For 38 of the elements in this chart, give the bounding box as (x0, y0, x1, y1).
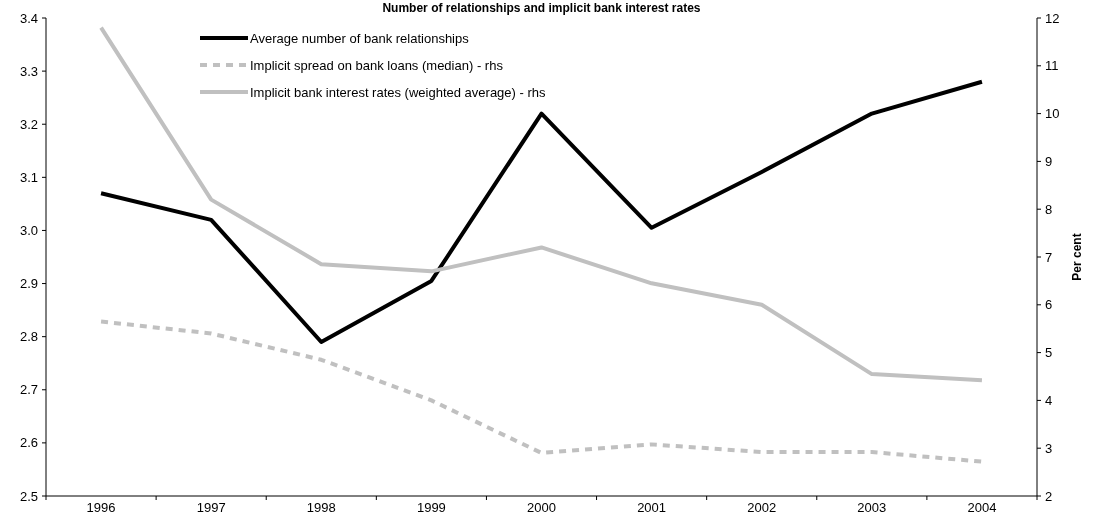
x-tick-label: 2001 (637, 499, 667, 515)
x-tick-label: 1999 (416, 499, 446, 515)
y2-tick-label: 7 (1045, 249, 1053, 265)
y2-tick-label: 5 (1045, 345, 1053, 361)
y2-tick-label: 11 (1045, 58, 1059, 74)
y-tick-label: 2.8 (19, 329, 38, 345)
y-tick-label: 3.4 (19, 10, 38, 26)
y-tick-label: 3.0 (19, 222, 38, 238)
y2-axis-title: Per cent (1070, 233, 1084, 281)
x-tick-label: 2003 (857, 499, 887, 515)
y-tick-label: 3.1 (19, 169, 38, 185)
chart-title: Number of relationships and implicit bank interest rates (382, 1, 701, 15)
y-tick-label: 2.6 (19, 435, 38, 451)
y-tick-label: 3.3 (19, 63, 38, 79)
x-tick-label: 2002 (747, 499, 777, 515)
y-tick-label: 3.2 (19, 116, 38, 132)
legend-label: Implicit spread on bank loans (median) - rhs (250, 57, 504, 73)
y-tick-label: 2.5 (19, 488, 38, 504)
x-tick-label: 2000 (527, 499, 556, 515)
y-tick-label: 2.7 (19, 382, 38, 398)
y2-tick-label: 6 (1045, 297, 1053, 313)
legend-label: Implicit bank interest rates (weighted average) - rhs (250, 84, 547, 100)
line-series (99, 79, 984, 344)
y2-tick-label: 8 (1045, 201, 1053, 217)
y-tick-label: 2.9 (19, 276, 38, 292)
x-tick-label: 1997 (196, 499, 226, 515)
x-tick-label: 1998 (306, 499, 336, 515)
x-tick-label: 2004 (967, 499, 997, 515)
y2-tick-label: 9 (1045, 153, 1053, 169)
line-series (99, 319, 984, 464)
y2-tick-label: 2 (1045, 488, 1053, 504)
x-tick-label: 1996 (86, 499, 116, 515)
y2-tick-label: 10 (1045, 106, 1060, 122)
line-series (99, 25, 984, 383)
y2-tick-label: 12 (1045, 10, 1060, 26)
y2-tick-label: 3 (1045, 440, 1053, 456)
y2-tick-label: 4 (1045, 392, 1053, 408)
legend-label: Average number of bank relationships (250, 30, 470, 46)
